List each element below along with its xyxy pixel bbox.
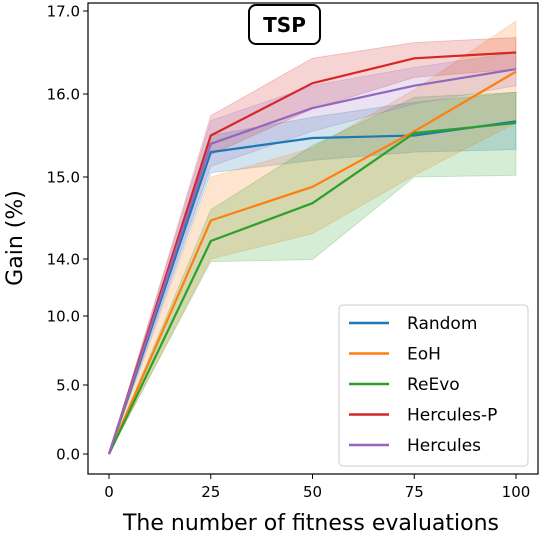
y-tick-label: 5.0 [56, 377, 80, 395]
y-tick-label: 17.0 [47, 3, 80, 21]
legend-label-reevo: ReEvo [407, 375, 460, 395]
y-tick-label: 0.0 [56, 446, 80, 464]
y-tick-label: 16.0 [47, 86, 80, 104]
y-tick-label: 14.0 [47, 251, 80, 269]
chart-title: TSP [263, 13, 306, 37]
line-hercules [107, 68, 517, 455]
x-axis-ticks: 0 25 50 75 100 [104, 474, 530, 501]
x-tick-label: 75 [405, 483, 424, 501]
x-tick-label: 100 [502, 483, 531, 501]
legend-frame [338, 304, 529, 467]
legend-label-eoh: EoH [407, 345, 441, 365]
line-reevo [108, 121, 517, 455]
legend-label-hercules-p: Hercules-P [407, 406, 497, 426]
y-tick-label: 10.0 [47, 308, 80, 326]
x-tick-label: 0 [104, 483, 114, 501]
line-eoh [107, 70, 517, 455]
chart-title-frame [248, 4, 321, 45]
series-lines [107, 51, 517, 455]
legend-label-random: Random [407, 314, 477, 334]
y-axis-title: Gain (%) [3, 190, 28, 286]
legend-label-hercules: Hercules [407, 436, 481, 456]
legend: Random EoH ReEvo Hercules-P Hercules [338, 304, 529, 467]
x-tick-label: 25 [201, 483, 220, 501]
line-hercules-p [107, 51, 517, 455]
chart-title-box: TSP [248, 4, 321, 45]
y-axis-ticks: 0.0 5.0 10.0 14.0 15.0 16.0 17.0 [47, 3, 88, 464]
x-axis-title: The number of fitness evaluations [122, 511, 499, 534]
band-reevo [108, 91, 517, 455]
line-random [107, 120, 517, 455]
x-tick-label: 50 [303, 483, 322, 501]
y-tick-label: 15.0 [47, 169, 80, 187]
